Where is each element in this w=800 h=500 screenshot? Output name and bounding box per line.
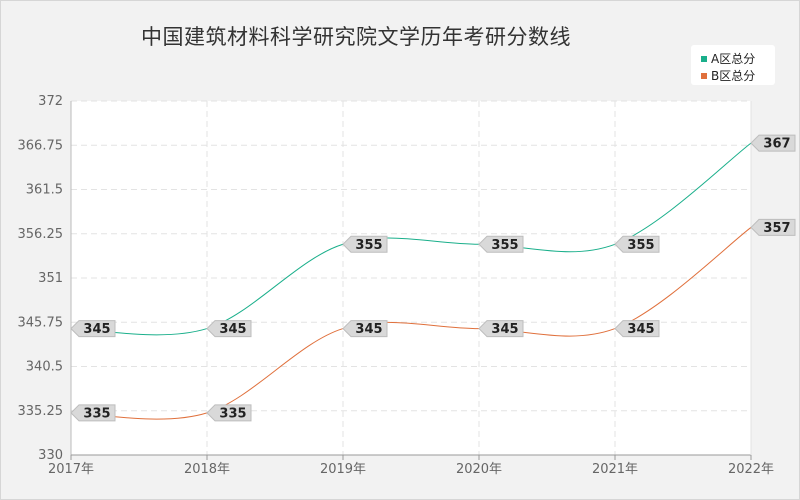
x-tick-label: 2021年 — [592, 462, 638, 477]
data-label-text: 335 — [83, 406, 110, 421]
y-tick-label: 340.5 — [26, 360, 63, 375]
legend-label-b: B区总分 — [711, 69, 756, 83]
data-label-box — [342, 235, 388, 253]
x-tick-label: 2017年 — [48, 462, 94, 477]
grid-layer — [71, 100, 751, 455]
data-label: 345 — [614, 320, 660, 338]
data-label: 345 — [478, 320, 524, 338]
data-label: 345 — [70, 320, 116, 338]
data-label-text: 335 — [219, 406, 246, 421]
axis-layer: 330 335.25 340.5 345.75 351 356.25 361.5 366.75… — [18, 94, 775, 477]
x-tick-label: 2019年 — [320, 462, 366, 477]
data-label-text: 345 — [355, 322, 382, 337]
data-label-text: 367 — [763, 137, 790, 152]
data-label: 345 — [342, 320, 388, 338]
legend-swatch-b — [701, 72, 707, 79]
chart-title: 中国建筑材料科学研究院文学历年考研分数线 — [141, 25, 571, 49]
y-tick-label: 361.5 — [26, 183, 63, 198]
data-label-text: 345 — [491, 322, 518, 337]
legend-item-a[interactable]: A区总分 — [701, 50, 755, 67]
data-label-box — [614, 320, 660, 338]
y-tick-label: 356.25 — [18, 227, 64, 242]
data-label: 357 — [750, 218, 796, 236]
y-tick-label: 330 — [38, 448, 63, 463]
data-label-text: 355 — [355, 238, 382, 253]
data-label: 367 — [750, 134, 796, 152]
y-tick-label: 372 — [38, 94, 63, 109]
data-label-box — [70, 404, 116, 422]
data-label: 335 — [70, 404, 116, 422]
legend-swatch-a — [701, 55, 707, 62]
data-label-text: 357 — [763, 221, 790, 236]
data-label-box — [614, 235, 660, 253]
data-label-box — [478, 320, 524, 338]
legend-label-a: A区总分 — [711, 52, 756, 66]
data-label: 355 — [614, 235, 660, 253]
data-label-text: 345 — [627, 322, 654, 337]
legend-item-b[interactable]: B区总分 — [701, 67, 755, 84]
data-label-box — [206, 320, 252, 338]
data-label: 355 — [342, 235, 388, 253]
y-tick-label: 366.75 — [18, 138, 64, 153]
series-layer — [70, 142, 752, 420]
data-label-text: 355 — [627, 238, 654, 253]
x-tick-label: 2020年 — [456, 462, 502, 477]
data-label-text: 345 — [83, 322, 110, 337]
series-line-b — [70, 227, 752, 420]
data-label-box — [206, 404, 252, 422]
x-tick-label: 2022年 — [728, 462, 774, 477]
series-line-a — [70, 142, 752, 336]
data-label-box — [478, 235, 524, 253]
y-tick-label: 345.75 — [18, 315, 64, 330]
data-label-text: 345 — [219, 322, 246, 337]
y-tick-label: 335.25 — [18, 404, 64, 419]
data-label-box — [70, 320, 116, 338]
data-label-text: 355 — [491, 238, 518, 253]
data-label: 355 — [478, 235, 524, 253]
data-label: 335 — [206, 404, 252, 422]
data-label-box — [750, 134, 796, 152]
data-label-box — [750, 218, 796, 236]
data-label-box — [342, 320, 388, 338]
legend[interactable]: A区总分 B区总分 — [691, 45, 775, 85]
x-tick-label: 2018年 — [184, 462, 230, 477]
y-tick-label: 351 — [38, 271, 63, 286]
data-label: 345 — [206, 320, 252, 338]
label-layer: 345 345 355 355 355 367 335 335 345 345 345 357 — [70, 134, 796, 422]
